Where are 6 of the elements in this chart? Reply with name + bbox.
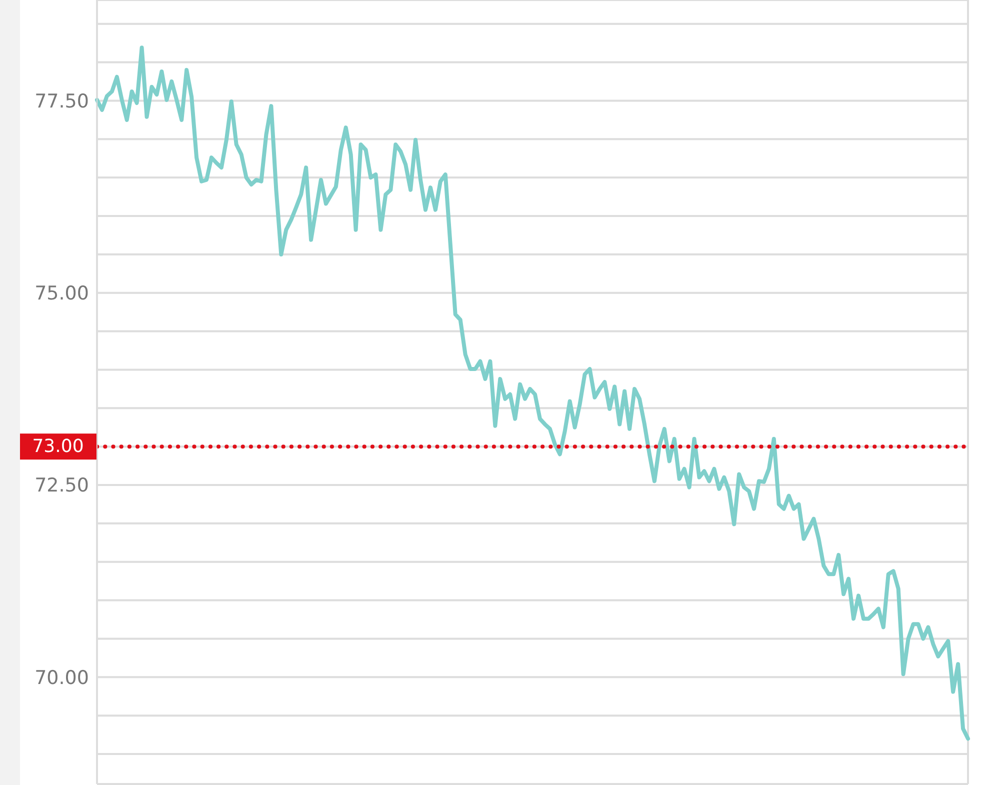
line-series xyxy=(95,46,970,741)
y-tick-label: 75.00 xyxy=(34,282,89,305)
y-tick-label: 77.50 xyxy=(34,90,89,112)
ref-line-label: 73.00 xyxy=(32,436,84,458)
y-tick-label: 70.00 xyxy=(34,666,89,689)
y-tick-label: 72.50 xyxy=(34,474,89,497)
